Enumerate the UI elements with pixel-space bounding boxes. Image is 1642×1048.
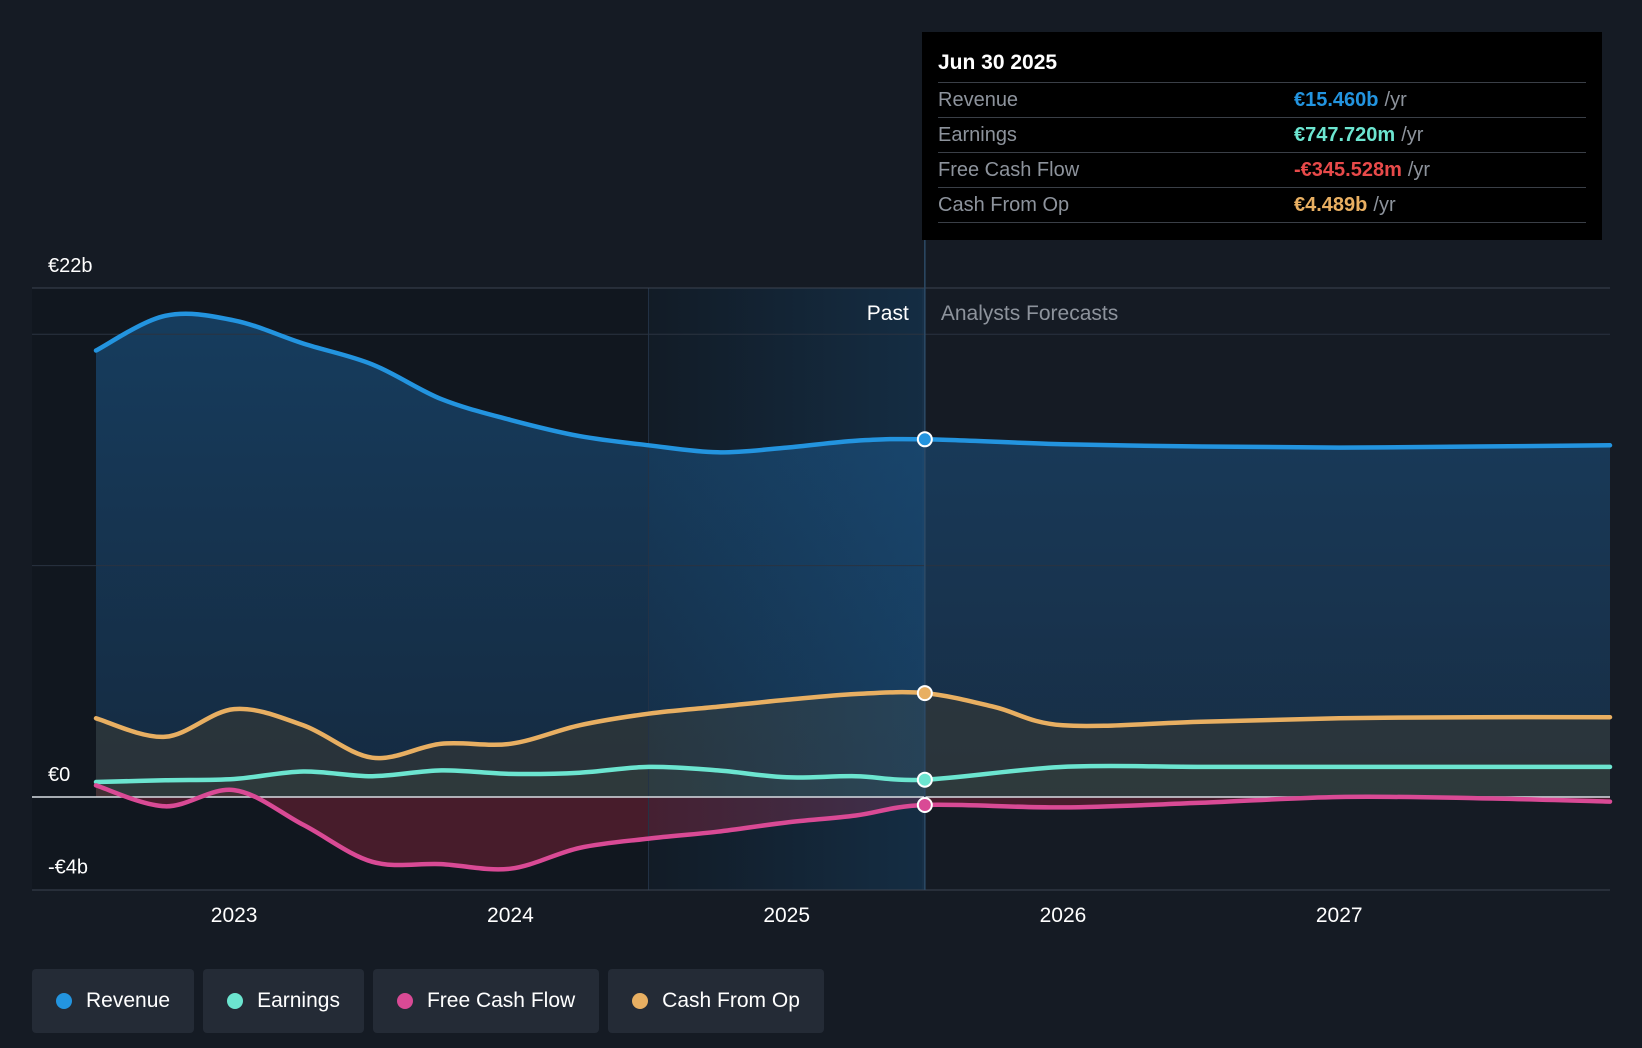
y-axis-label: €0 <box>48 764 70 786</box>
free-cash-flow-line <box>93 783 1613 872</box>
legend: Revenue Earnings Free Cash Flow Cash Fro… <box>32 969 824 1033</box>
y-axis-label: €22b <box>48 255 93 277</box>
tooltip-value: €747.720m <box>1294 124 1396 146</box>
legend-label: Cash From Op <box>662 989 800 1012</box>
y-axis-label: -€4b <box>48 857 88 879</box>
x-tick-label: 2026 <box>1040 904 1087 927</box>
legend-dot-icon <box>396 993 413 1009</box>
tooltip-value: -€345.528m <box>1294 159 1402 181</box>
free-cash-flow-area <box>96 785 1610 870</box>
revenue-hover-dot <box>916 431 933 448</box>
earnings-hover-dot <box>916 771 933 788</box>
x-tick-label: 2024 <box>487 904 534 927</box>
tooltip-unit: /yr <box>1384 89 1407 111</box>
free-cash-flow-hover-dot <box>916 797 933 814</box>
tooltip-row-revenue: Revenue €15.460b /yr <box>938 83 1586 118</box>
tooltip-row-cash-from-op: Cash From Op €4.489b /yr <box>938 188 1586 223</box>
tooltip: Jun 30 2025 Revenue €15.460b /yr Earning… <box>922 32 1602 240</box>
legend-label: Revenue <box>86 989 171 1012</box>
legend-dot-icon <box>632 993 649 1009</box>
earnings-line <box>93 763 1613 785</box>
past-highlight-band <box>648 288 925 890</box>
tooltip-label: Revenue <box>938 89 1019 111</box>
tooltip-value: €4.489b <box>1294 194 1368 216</box>
x-tick-label: 2025 <box>763 904 810 927</box>
tooltip-value: €15.460b <box>1294 89 1379 111</box>
forecast-label: Analysts Forecasts <box>941 302 1118 325</box>
chart-plot: €22b €0 -€4b 2023 2024 2025 2026 2027 Past Analys… <box>32 240 1613 927</box>
cash-from-op-hover-dot <box>916 685 933 702</box>
tooltip-row-free-cash-flow: Free Cash Flow -€345.528m /yr <box>938 153 1586 188</box>
past-label: Past <box>867 302 909 325</box>
tooltip-unit: /yr <box>1401 124 1424 146</box>
tooltip-label: Earnings <box>938 124 1017 146</box>
tooltip-unit: /yr <box>1407 159 1431 181</box>
tooltip-unit: /yr <box>1373 194 1396 216</box>
legend-label: Earnings <box>257 989 340 1012</box>
legend-dot-icon <box>227 993 244 1009</box>
x-tick-label: 2023 <box>211 904 258 927</box>
legend-label: Free Cash Flow <box>426 989 576 1012</box>
legend-item-free-cash-flow[interactable]: Free Cash Flow <box>372 969 600 1033</box>
legend-dot-icon <box>56 993 72 1009</box>
tooltip-date: Jun 30 2025 <box>938 46 1586 83</box>
revenue-line <box>93 311 1613 455</box>
cash-from-op-line <box>93 689 1613 761</box>
legend-item-earnings[interactable]: Earnings <box>203 969 364 1033</box>
x-tick-label: 2027 <box>1316 904 1363 927</box>
tooltip-label: Free Cash Flow <box>938 159 1080 181</box>
tooltip-label: Cash From Op <box>938 194 1070 216</box>
tooltip-row-earnings: Earnings €747.720m /yr <box>938 118 1586 153</box>
legend-item-cash-from-op[interactable]: Cash From Op <box>608 969 824 1033</box>
legend-item-revenue[interactable]: Revenue <box>32 969 195 1033</box>
